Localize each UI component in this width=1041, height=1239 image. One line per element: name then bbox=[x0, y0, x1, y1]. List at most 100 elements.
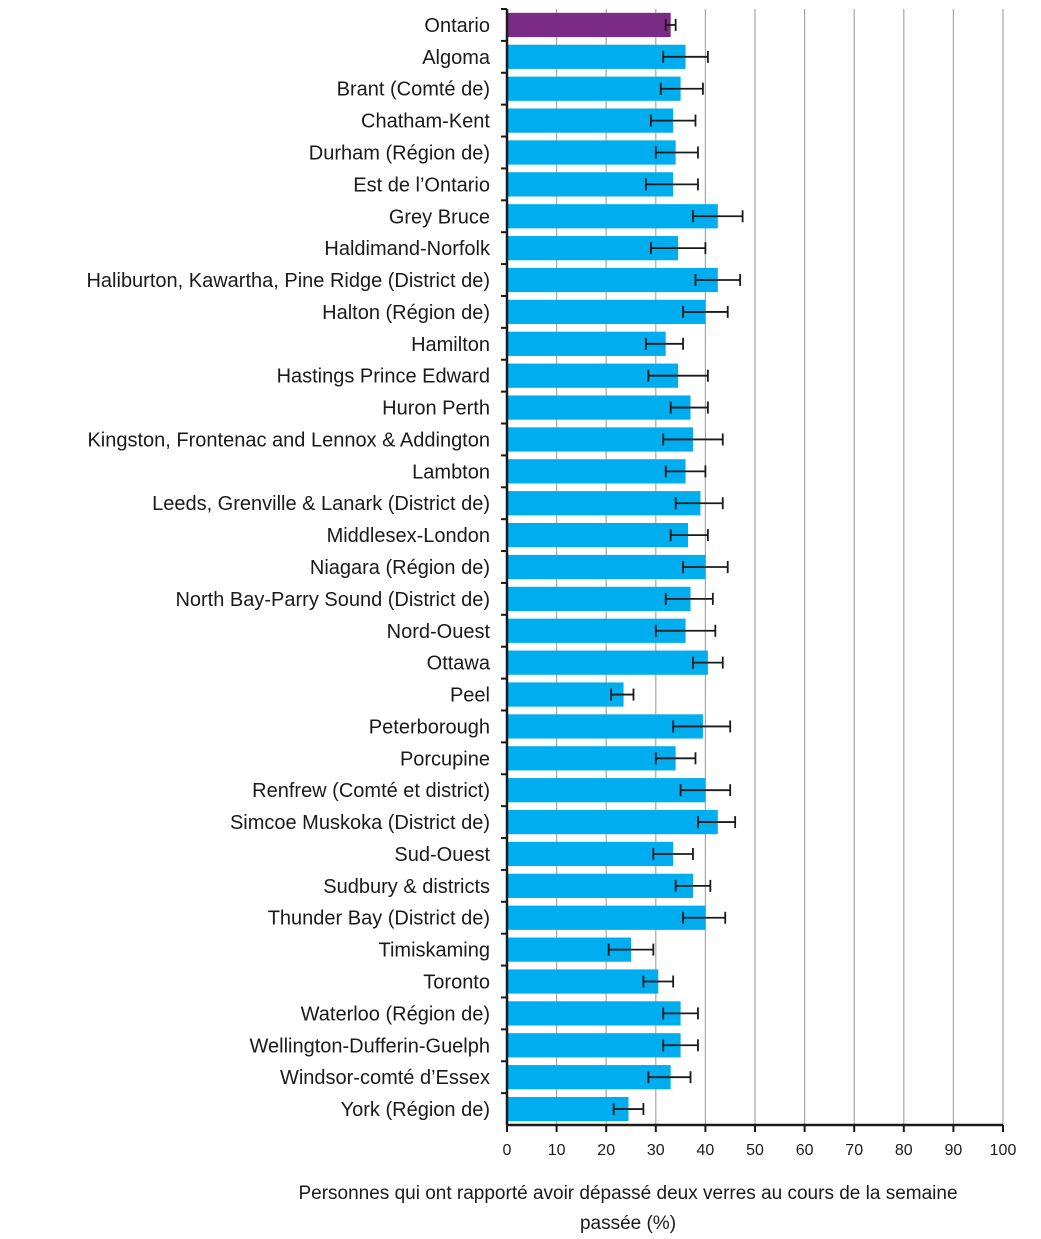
category-label-8: Haliburton, Kawartha, Pine Ridge (Distri… bbox=[86, 270, 490, 292]
error-bar-4 bbox=[654, 146, 699, 159]
category-label-12: Huron Perth bbox=[382, 398, 490, 420]
bar-26 bbox=[507, 841, 674, 867]
bar-21 bbox=[507, 682, 624, 707]
category-label-2: Brant (Comté de) bbox=[337, 79, 490, 101]
category-label-25: Simcoe Muskoka (District de) bbox=[230, 812, 490, 834]
error-bar-3 bbox=[649, 114, 697, 127]
category-label-34: York (Région de) bbox=[341, 1099, 490, 1121]
x-tick-label-0: 0 bbox=[503, 1142, 512, 1159]
x-tick-label-30: 30 bbox=[647, 1142, 665, 1159]
x-axis-title-line-1: Personnes qui ont rapporté avoir dépassé… bbox=[298, 1183, 957, 1204]
error-bar-2 bbox=[659, 82, 704, 95]
error-bar-30 bbox=[642, 975, 675, 988]
bar-0 bbox=[507, 12, 671, 38]
bar-6 bbox=[507, 204, 718, 229]
error-bar-7 bbox=[649, 242, 707, 255]
error-bars bbox=[607, 18, 744, 1116]
error-bar-21 bbox=[610, 688, 635, 701]
category-label-19: Nord-Ouest bbox=[387, 621, 491, 643]
x-tick-label-70: 70 bbox=[845, 1142, 863, 1159]
category-label-7: Haldimand-Norfolk bbox=[324, 238, 491, 260]
error-bar-34 bbox=[612, 1103, 645, 1116]
bar-15 bbox=[507, 491, 701, 516]
error-bar-17 bbox=[682, 561, 729, 573]
error-bar-11 bbox=[647, 369, 709, 382]
bar-9 bbox=[507, 299, 706, 325]
error-bar-24 bbox=[679, 784, 732, 797]
x-tick-labels: 0 10 20 30 40 50 60 70 80 90 100 bbox=[503, 1142, 1017, 1159]
error-bar-31 bbox=[662, 1007, 699, 1020]
category-label-28: Thunder Bay (District de) bbox=[268, 908, 490, 930]
category-label-27: Sudbury & districts bbox=[323, 876, 490, 898]
bar-32 bbox=[507, 1033, 681, 1058]
category-label-6: Grey Bruce bbox=[389, 206, 490, 228]
error-bar-23 bbox=[654, 752, 697, 765]
category-label-14: Lambton bbox=[412, 461, 490, 483]
category-labels: Ontario Algoma Brant (Comté de) Chatham-Ken… bbox=[86, 15, 491, 1121]
category-label-24: Renfrew (Comté et district) bbox=[252, 780, 490, 802]
category-label-9: Halton (Région de) bbox=[322, 302, 490, 324]
bar-25 bbox=[507, 809, 718, 835]
x-tick-label-80: 80 bbox=[895, 1142, 913, 1159]
bar-2 bbox=[507, 76, 681, 101]
x-tick-label-20: 20 bbox=[597, 1142, 615, 1159]
error-bar-15 bbox=[674, 497, 724, 510]
bar-10 bbox=[507, 331, 666, 356]
error-bar-1 bbox=[662, 50, 709, 63]
error-bar-18 bbox=[664, 592, 714, 605]
error-bar-6 bbox=[692, 210, 744, 223]
category-label-10: Hamilton bbox=[411, 334, 490, 356]
error-bar-28 bbox=[682, 911, 727, 924]
bar-3 bbox=[507, 108, 674, 133]
category-label-32: Wellington-Dufferin-Guelph bbox=[250, 1035, 491, 1057]
error-bar-26 bbox=[652, 847, 694, 860]
bar-12 bbox=[507, 395, 691, 420]
category-label-17: Niagara (Région de) bbox=[310, 557, 490, 579]
category-label-26: Sud-Ouest bbox=[394, 844, 490, 866]
x-axis-title-line-2: passée (%) bbox=[580, 1213, 676, 1234]
x-tick-label-60: 60 bbox=[796, 1142, 814, 1159]
category-label-11: Hastings Prince Edward bbox=[277, 366, 490, 388]
bar-18 bbox=[507, 586, 691, 612]
error-bar-27 bbox=[674, 879, 712, 892]
x-tick-label-90: 90 bbox=[945, 1142, 963, 1159]
bar-1 bbox=[507, 44, 686, 69]
error-bar-14 bbox=[664, 465, 707, 478]
category-label-30: Toronto bbox=[423, 972, 490, 994]
category-label-0: Ontario bbox=[424, 15, 490, 37]
bar-14 bbox=[507, 459, 686, 484]
bar-20 bbox=[507, 650, 708, 675]
bar-8 bbox=[507, 267, 718, 293]
error-bar-13 bbox=[662, 433, 724, 446]
bar-16 bbox=[507, 522, 689, 548]
error-bar-19 bbox=[654, 624, 717, 637]
axes bbox=[501, 8, 1004, 1132]
bar-13 bbox=[507, 427, 693, 452]
bar-30 bbox=[507, 969, 659, 994]
error-bar-29 bbox=[607, 943, 655, 956]
category-label-5: Est de l’Ontario bbox=[353, 174, 490, 196]
error-bar-0 bbox=[664, 18, 677, 31]
bar-31 bbox=[507, 1001, 681, 1026]
error-bar-5 bbox=[644, 178, 699, 191]
error-bar-10 bbox=[644, 337, 684, 350]
bars bbox=[507, 12, 718, 1122]
x-tick-label-100: 100 bbox=[990, 1142, 1017, 1159]
bar-4 bbox=[507, 140, 676, 165]
x-tick-label-10: 10 bbox=[548, 1142, 566, 1159]
category-label-31: Waterloo (Région de) bbox=[301, 1003, 490, 1025]
bar-33 bbox=[507, 1065, 671, 1090]
error-bar-25 bbox=[697, 816, 737, 829]
category-label-18: North Bay-Parry Sound (District de) bbox=[175, 589, 490, 611]
category-label-4: Durham (Région de) bbox=[309, 142, 490, 164]
error-bar-12 bbox=[669, 401, 709, 414]
category-label-16: Middlesex-London bbox=[327, 525, 490, 547]
error-bar-22 bbox=[672, 720, 732, 733]
bar-27 bbox=[507, 873, 693, 898]
bar-7 bbox=[507, 236, 679, 261]
bar-24 bbox=[507, 778, 706, 803]
category-label-23: Porcupine bbox=[400, 748, 490, 770]
bar-28 bbox=[507, 905, 706, 930]
